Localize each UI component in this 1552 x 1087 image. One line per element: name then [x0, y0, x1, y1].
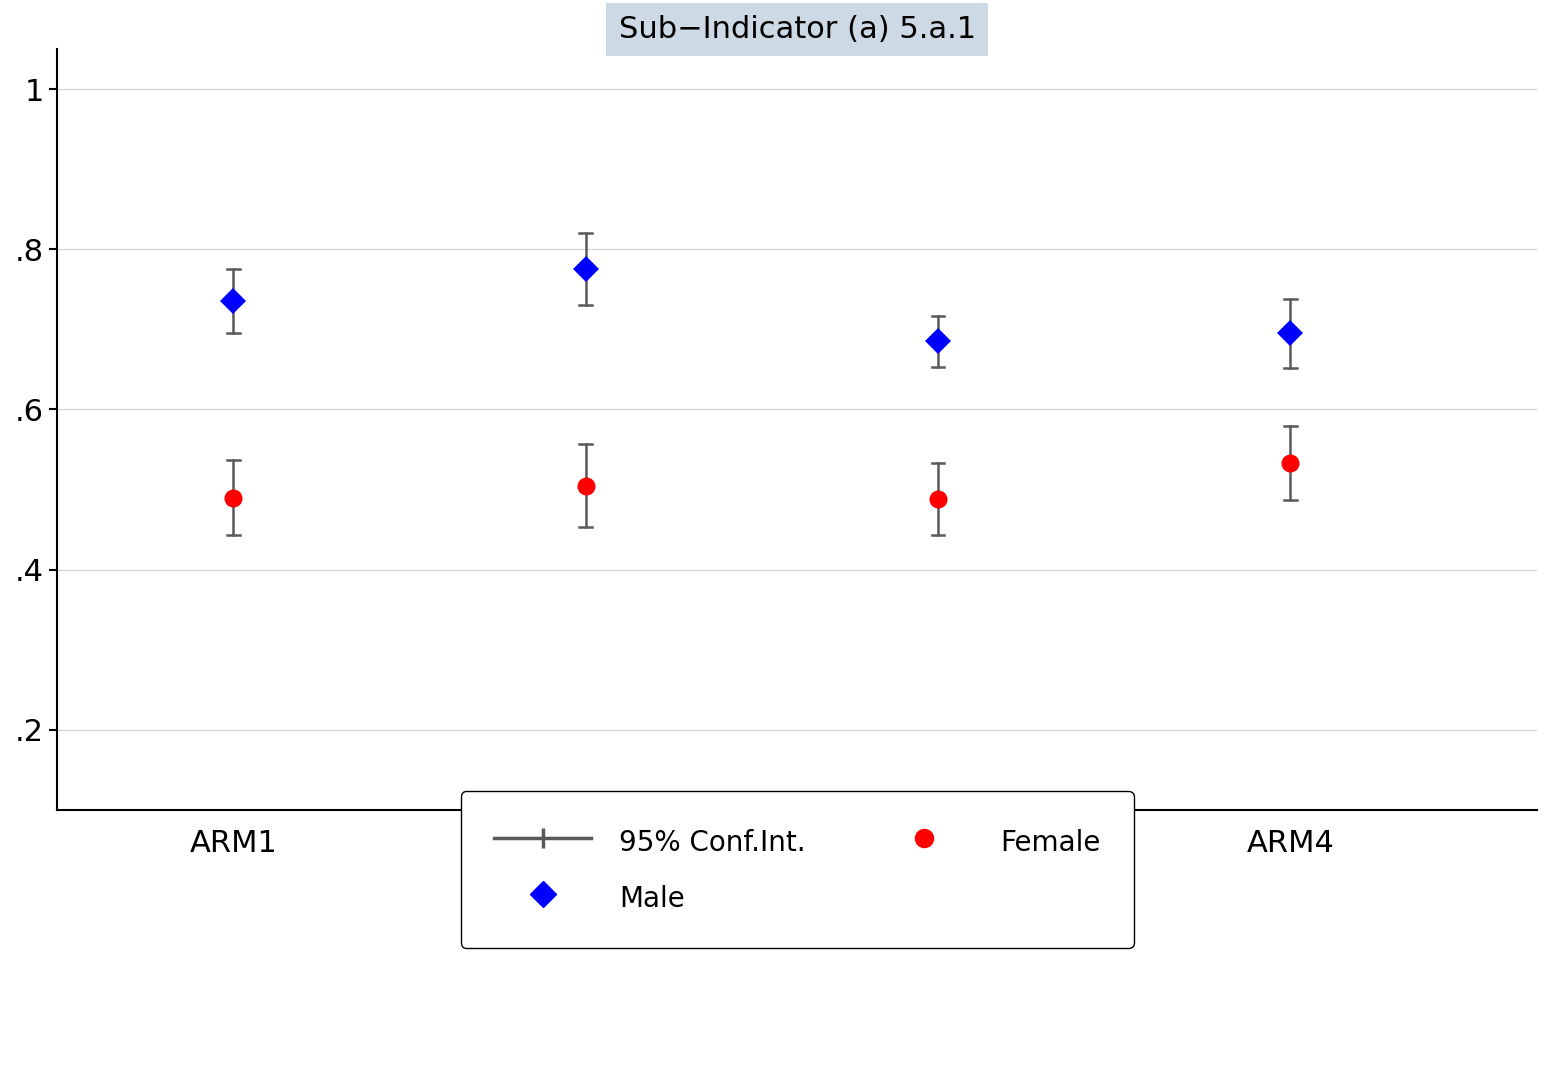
- Legend: 95% Conf.Int., Male, Female: 95% Conf.Int., Male, Female: [461, 791, 1133, 948]
- Title: Sub−Indicator (a) 5.a.1: Sub−Indicator (a) 5.a.1: [619, 15, 976, 43]
